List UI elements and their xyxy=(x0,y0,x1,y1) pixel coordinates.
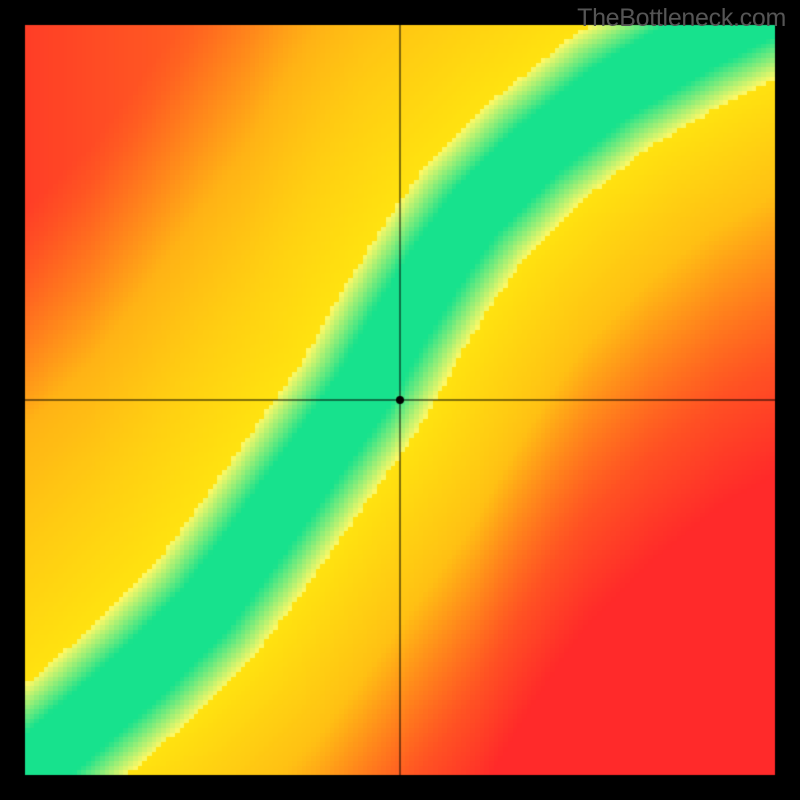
chart-frame: TheBottleneck.com xyxy=(0,0,800,800)
heatmap-canvas xyxy=(0,0,800,800)
watermark-text: TheBottleneck.com xyxy=(577,4,786,33)
